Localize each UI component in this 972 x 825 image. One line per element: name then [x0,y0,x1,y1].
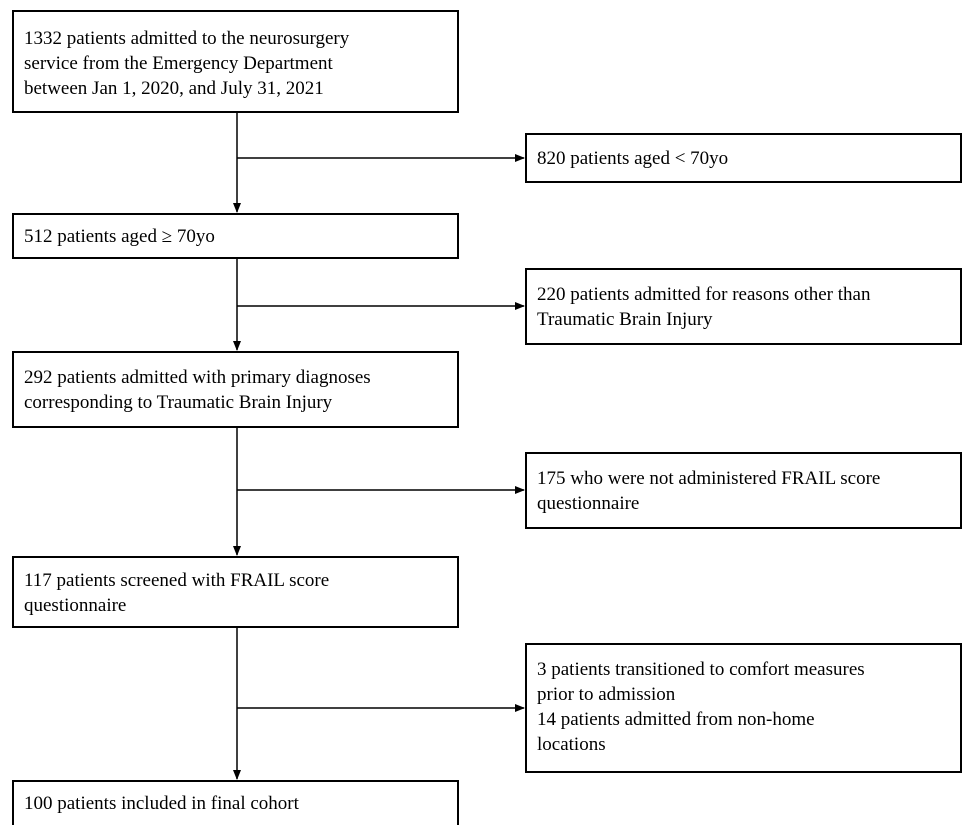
exclusion-nonhome-line-1: 14 patients admitted from non-home [537,709,815,730]
exclusion-nonhome-line-2: locations [537,734,606,755]
step-tbi-box: 292 patients admitted with primary diagn… [12,351,459,428]
exclusion-under-70-line-1: 820 patients aged < 70yo [537,148,729,169]
exclusion-no-frail-line-2: questionnaire [537,493,640,514]
exclusion-under-70-box: 820 patients aged < 70yo [525,133,962,183]
step-frail-screened-box: 117 patients screened with FRAIL score q… [12,556,459,628]
step-tbi-line-2: corresponding to Traumatic Brain Injury [24,392,333,413]
exclusion-comfort-nonhome-box: 3 patients transitioned to comfort measu… [525,643,962,773]
step-admitted-line-1: 1332 patients admitted to the neurosurge… [24,28,350,49]
exclusion-non-tbi-line-1: 220 patients admitted for reasons other … [537,284,871,305]
exclusion-no-frail-line-1: 175 who were not administered FRAIL scor… [537,468,881,489]
exclusion-non-tbi-box: 220 patients admitted for reasons other … [525,268,962,345]
step-admitted-box: 1332 patients admitted to the neurosurge… [12,10,459,113]
step-admitted-line-2: service from the Emergency Department [24,53,333,74]
step-tbi-line-1: 292 patients admitted with primary diagn… [24,367,371,388]
exclusion-no-frail-box: 175 who were not administered FRAIL scor… [525,452,962,529]
step-aged-70-plus-line-1: 512 patients aged ≥ 70yo [24,226,215,247]
step-final-cohort-line-1: 100 patients included in final cohort [24,793,299,814]
exclusion-comfort-line-2: prior to admission [537,684,676,705]
step-admitted-line-3: between Jan 1, 2020, and July 31, 2021 [24,78,324,99]
step-final-cohort-box: 100 patients included in final cohort [12,780,459,825]
step-frail-screened-line-1: 117 patients screened with FRAIL score [24,570,330,591]
exclusion-comfort-line-1: 3 patients transitioned to comfort measu… [537,659,865,680]
step-frail-screened-line-2: questionnaire [24,595,127,616]
exclusion-non-tbi-line-2: Traumatic Brain Injury [537,309,713,330]
step-aged-70-plus-box: 512 patients aged ≥ 70yo [12,213,459,259]
